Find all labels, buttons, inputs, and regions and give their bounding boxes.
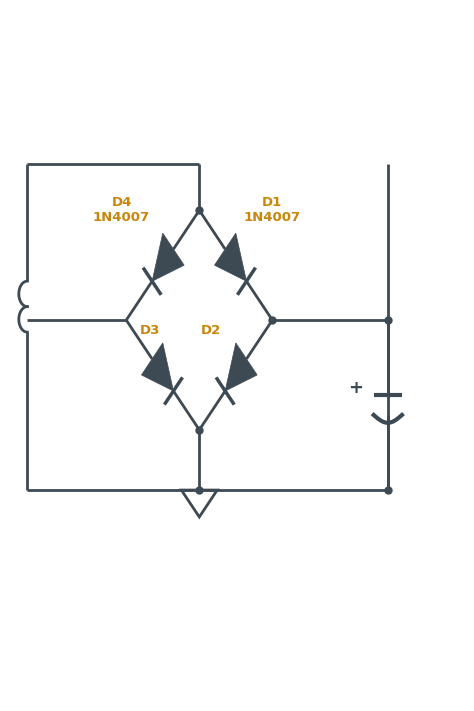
Text: D3: D3: [140, 324, 160, 337]
Text: D4
1N4007: D4 1N4007: [93, 196, 150, 224]
Text: +: +: [348, 379, 363, 397]
Text: D2: D2: [201, 324, 221, 337]
Polygon shape: [141, 343, 173, 391]
Polygon shape: [225, 343, 257, 391]
Text: D1
1N4007: D1 1N4007: [244, 196, 301, 224]
Polygon shape: [215, 233, 246, 282]
Polygon shape: [152, 233, 184, 282]
